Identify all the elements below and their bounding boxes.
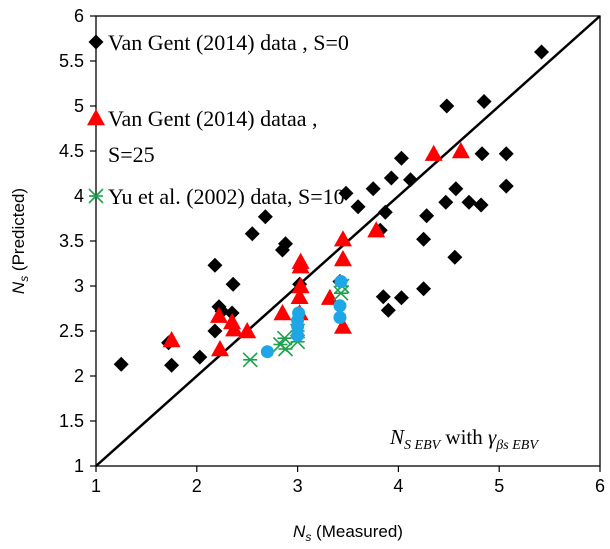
x-tick-label: 5	[494, 476, 504, 496]
data-point-diamond	[350, 199, 366, 215]
x-tick-label: 1	[91, 476, 101, 496]
data-point-diamond	[476, 94, 492, 109]
data-point-diamond	[402, 172, 418, 188]
data-point-diamond	[225, 276, 241, 292]
legend-item: Van Gent (2014) dataa , S=25	[87, 106, 318, 167]
data-point-diamond	[416, 231, 432, 247]
data-point-triangle	[333, 317, 352, 334]
annotation: NS EBV with γβs EBV	[389, 425, 539, 453]
data-point-circle	[292, 306, 306, 320]
data-point-diamond	[338, 185, 354, 201]
data-point-diamond	[113, 356, 129, 372]
data-point-triangle	[320, 288, 339, 305]
data-point-diamond	[383, 170, 399, 186]
data-point-diamond	[393, 150, 409, 166]
data-point-diamond	[377, 204, 393, 220]
data-point-diamond	[448, 181, 464, 197]
series-3	[260, 275, 348, 359]
data-point-x	[333, 285, 349, 301]
y-tick-label: 3.5	[59, 231, 84, 251]
x-tick-label: 6	[595, 476, 605, 496]
data-point-circle	[333, 311, 347, 324]
y-tick-label: 4.5	[59, 141, 84, 161]
y-axis-title: Ns (Predicted)	[9, 188, 31, 294]
data-point-triangle	[291, 252, 310, 269]
y-tick-label: 6	[74, 6, 84, 26]
x-axis-title: Ns (Measured)	[293, 522, 403, 544]
legend-marker-diamond	[88, 34, 104, 50]
data-point-diamond	[438, 194, 454, 210]
data-point-diamond	[365, 181, 381, 197]
data-point-diamond	[447, 249, 463, 265]
data-point-diamond	[498, 146, 514, 162]
data-point-triangle	[291, 277, 310, 294]
data-point-diamond	[375, 289, 391, 305]
data-point-x	[242, 352, 258, 368]
data-point-diamond	[380, 302, 396, 318]
data-point-diamond	[419, 208, 435, 224]
data-point-diamond	[461, 194, 477, 210]
data-point-x	[276, 330, 293, 346]
legend: Van Gent (2014) data , S=0 Van Gent (2014…	[87, 30, 349, 209]
legend-item: Van Gent (2014) data , S=0	[88, 30, 349, 55]
data-marks	[113, 44, 550, 373]
data-point-triangle	[209, 306, 228, 323]
data-point-triangle	[162, 331, 181, 348]
data-point-triangle	[273, 304, 292, 321]
legend-label: Yu et al. (2002) data, S=10	[108, 184, 345, 209]
annotation-text: NS EBV with γβs EBV	[389, 425, 539, 453]
y-tick-label: 2.5	[59, 321, 84, 341]
data-point-triangle	[333, 250, 352, 267]
x-tick-label: 3	[293, 476, 303, 496]
y-tick-label: 4	[74, 186, 84, 206]
data-point-circle	[291, 329, 305, 342]
data-point-diamond	[192, 349, 208, 365]
x-tick-label: 2	[192, 476, 202, 496]
data-point-diamond	[534, 44, 550, 60]
data-point-triangle	[225, 320, 244, 337]
data-point-triangle	[451, 142, 470, 159]
y-tick-label: 1.5	[59, 411, 84, 431]
data-point-triangle	[424, 144, 443, 161]
data-point-diamond	[473, 197, 489, 213]
data-point-circle	[260, 345, 274, 359]
data-point-triangle	[238, 322, 257, 339]
data-point-diamond	[257, 209, 273, 225]
data-point-diamond	[416, 281, 432, 297]
data-point-triangle	[333, 230, 352, 247]
legend-marker-triangle	[87, 109, 105, 126]
data-point-circle	[333, 299, 347, 313]
data-point-triangle	[367, 221, 386, 238]
data-point-diamond	[393, 290, 409, 306]
legend-marker-x	[88, 188, 104, 204]
data-point-diamond	[207, 323, 223, 339]
data-point-circle	[334, 275, 348, 288]
y-tick-label: 5.5	[59, 51, 84, 71]
axes: 1 2 3 4 5 6 1 1.5 2 2.5 3 3.5 4 4.5 5 5.5 6	[59, 6, 605, 496]
y-tick-label: 3	[74, 276, 84, 296]
legend-label: Van Gent (2014) data , S=0	[108, 30, 349, 55]
x-tick-label: 4	[393, 476, 403, 496]
legend-label: S=25	[108, 142, 155, 167]
data-point-diamond	[278, 236, 294, 252]
data-point-diamond	[244, 226, 260, 242]
data-point-diamond	[164, 357, 180, 373]
series-0	[113, 44, 550, 373]
data-point-triangle	[290, 287, 309, 304]
data-point-diamond	[439, 98, 455, 114]
legend-item: Yu et al. (2002) data, S=10	[88, 184, 345, 209]
data-point-diamond	[474, 146, 490, 162]
data-point-diamond	[207, 257, 223, 273]
axis-titles: Ns (Measured) Ns (Predicted)	[9, 188, 403, 544]
data-point-triangle	[210, 340, 229, 357]
y-tick-label: 1	[74, 456, 84, 476]
data-point-diamond	[498, 178, 514, 194]
y-tick-label: 5	[74, 96, 84, 116]
legend-label: Van Gent (2014) dataa ,	[108, 106, 318, 131]
y-tick-label: 2	[74, 366, 84, 386]
